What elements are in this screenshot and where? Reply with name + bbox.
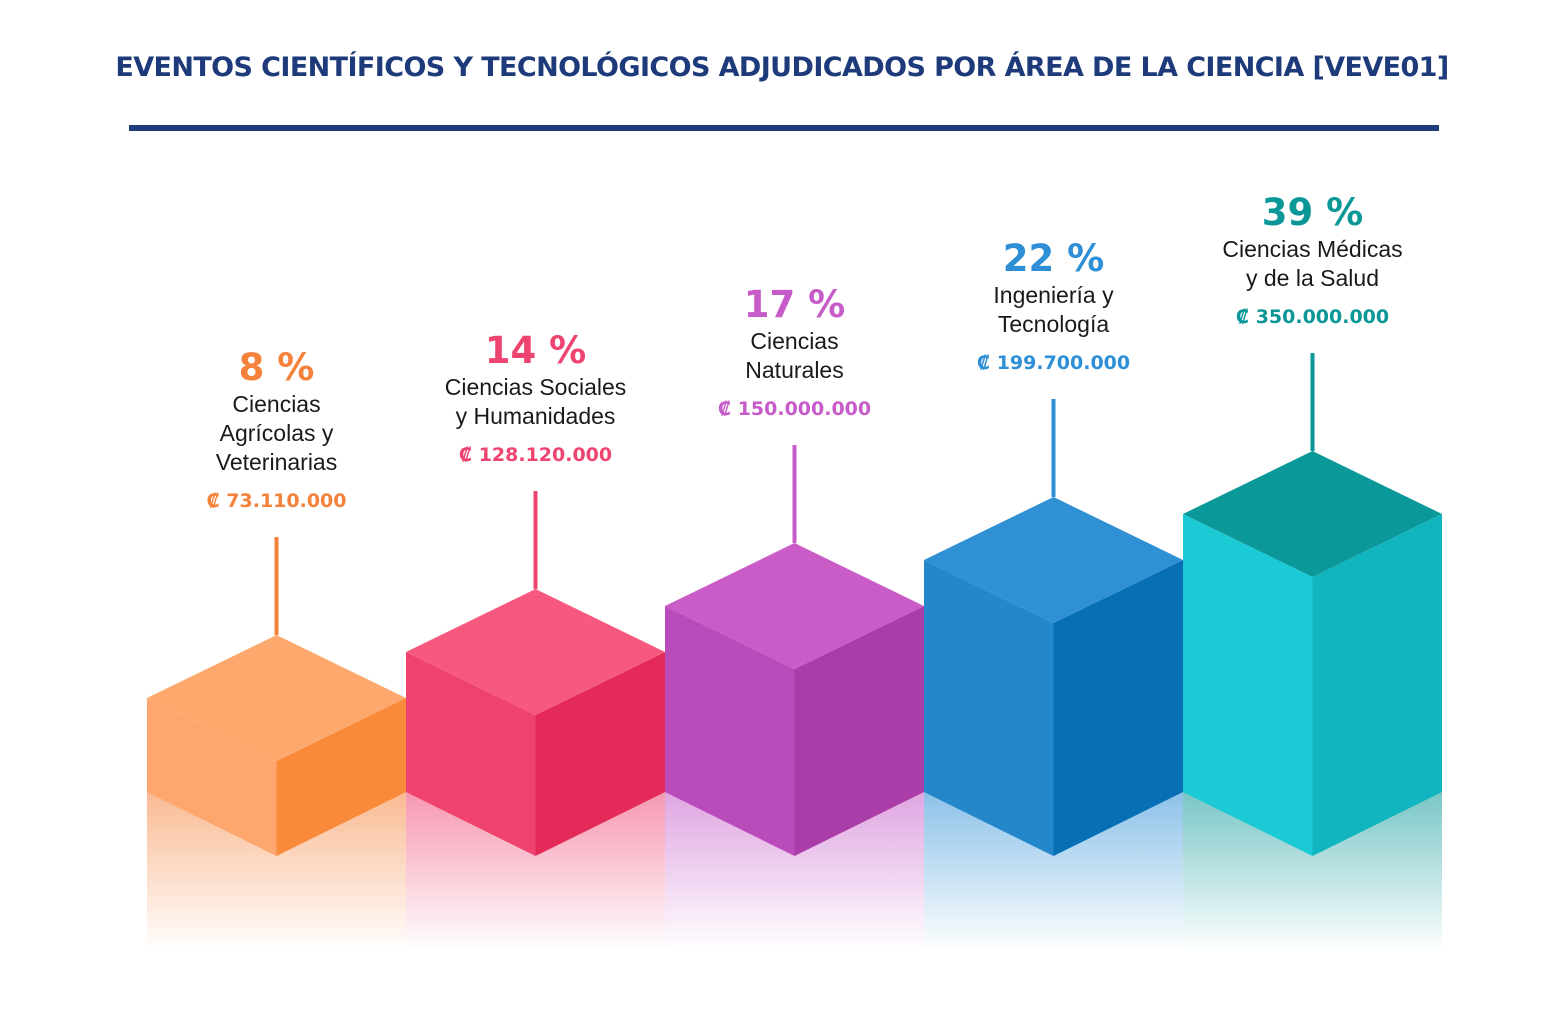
bar-right-face <box>1312 514 1442 856</box>
bar-left-face <box>406 652 536 856</box>
bar-right-face <box>794 606 924 856</box>
bar-right-face <box>535 652 665 856</box>
bar-top-face <box>147 635 406 761</box>
title-underline <box>129 125 1439 131</box>
category-label: y de la Salud <box>1246 265 1379 291</box>
amount-label: ₡ 350.000.000 <box>1236 306 1389 328</box>
bar-top-face <box>924 497 1183 623</box>
category-label: Ingeniería y <box>993 282 1114 308</box>
category-label: Veterinarias <box>216 449 337 475</box>
chart-title: EVENTOS CIENTÍFICOS Y TECNOLÓGICOS ADJUD… <box>115 52 1449 83</box>
bar-top-face <box>665 543 924 669</box>
percent-label: 14 % <box>485 329 586 372</box>
category-label: Ciencias Médicas <box>1222 236 1402 262</box>
bar-left-face <box>665 606 795 856</box>
bar-4 <box>924 497 1183 856</box>
amount-label: ₡ 73.110.000 <box>206 490 346 512</box>
bar-left-face <box>147 698 277 856</box>
bar-3 <box>665 543 924 856</box>
bar-left-face <box>924 560 1054 856</box>
category-label: Agrícolas y <box>220 420 334 446</box>
amount-label: ₡ 150.000.000 <box>718 398 871 420</box>
percent-label: 17 % <box>744 283 845 326</box>
category-label: Tecnología <box>998 311 1109 337</box>
bar-top-face <box>1183 451 1442 577</box>
amount-label: ₡ 128.120.000 <box>459 444 612 466</box>
amount-label: ₡ 199.700.000 <box>977 352 1130 374</box>
bar-5 <box>1183 451 1442 856</box>
percent-label: 8 % <box>239 346 315 389</box>
bar-2 <box>406 589 665 856</box>
category-label: Ciencias <box>232 391 320 417</box>
percent-label: 39 % <box>1262 191 1363 234</box>
bar-right-face <box>276 698 406 856</box>
bar-right-face <box>1053 560 1183 856</box>
category-label: y Humanidades <box>456 403 616 429</box>
percent-label: 22 % <box>1003 237 1104 280</box>
category-label: Ciencias Sociales <box>445 374 627 400</box>
bar-top-face <box>406 589 665 715</box>
bar-1 <box>147 635 406 856</box>
category-label: Naturales <box>745 357 843 383</box>
bar-left-face <box>1183 514 1313 856</box>
category-label: Ciencias <box>750 328 838 354</box>
